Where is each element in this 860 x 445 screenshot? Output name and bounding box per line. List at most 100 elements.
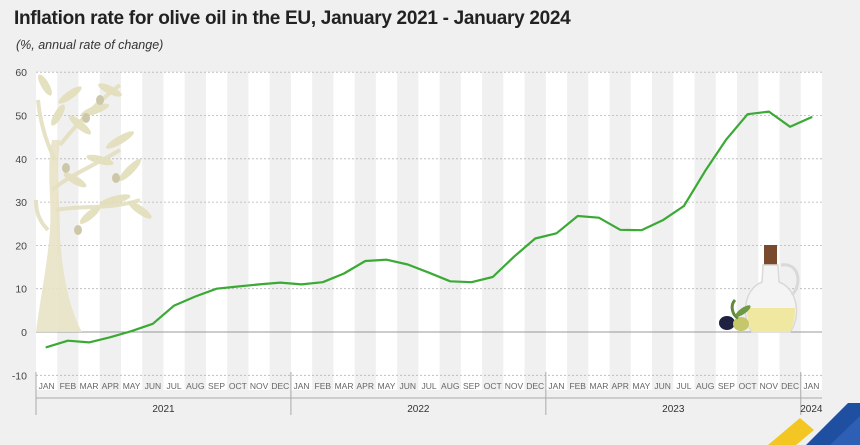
data-point xyxy=(619,229,621,231)
x-tick-label: APR xyxy=(357,381,374,391)
month-band xyxy=(800,72,822,390)
data-point xyxy=(598,216,600,219)
x-tick-label: MAR xyxy=(335,381,354,391)
data-point xyxy=(683,205,685,207)
x-tick-label: DEC xyxy=(526,381,544,391)
y-tick-label: 0 xyxy=(21,327,27,339)
data-point xyxy=(343,272,345,275)
y-tick-label: 20 xyxy=(15,240,27,252)
x-tick-label: MAY xyxy=(123,381,141,391)
data-point xyxy=(534,237,537,240)
x-tick-label: MAY xyxy=(633,381,651,391)
month-band xyxy=(120,72,143,390)
x-tick-label: NOV xyxy=(505,381,524,391)
data-point xyxy=(789,125,791,128)
month-band xyxy=(418,72,440,390)
data-point xyxy=(555,232,558,235)
olive-oil-bottle-illustration xyxy=(719,245,800,333)
y-tick-label: 40 xyxy=(15,154,27,166)
x-tick-label: SEP xyxy=(208,381,225,391)
data-point xyxy=(725,138,728,141)
year-label: 2022 xyxy=(407,404,430,415)
data-point xyxy=(449,280,452,283)
data-point xyxy=(576,215,579,217)
data-point xyxy=(88,341,90,344)
x-tick-label: JAN xyxy=(803,381,819,391)
x-tick-label: AUG xyxy=(441,381,459,391)
x-tick-label: JUL xyxy=(676,381,691,391)
data-point xyxy=(45,346,48,348)
series-layer xyxy=(45,110,813,349)
data-point xyxy=(768,110,770,113)
data-point xyxy=(215,287,218,290)
y-tick-label: -10 xyxy=(12,370,27,382)
x-tick-label: SEP xyxy=(718,381,735,391)
data-point xyxy=(152,322,154,325)
data-point xyxy=(491,276,494,278)
data-point xyxy=(67,339,69,342)
data-point xyxy=(661,219,664,222)
month-band xyxy=(673,72,695,390)
data-point xyxy=(364,260,367,262)
year-label: 2024 xyxy=(800,404,823,415)
month-band xyxy=(715,72,738,390)
chart-title: Inflation rate for olive oil in the EU, … xyxy=(14,8,571,29)
x-tick-label: MAR xyxy=(80,381,99,391)
y-tick-label: 50 xyxy=(15,111,27,123)
y-tick-label: 60 xyxy=(15,67,27,79)
x-tick-label: OCT xyxy=(484,381,502,391)
year-label: 2021 xyxy=(152,404,175,415)
eurostat-corner-logo xyxy=(768,403,860,445)
month-band xyxy=(248,72,270,390)
x-tick-label: JUL xyxy=(421,381,436,391)
data-point xyxy=(746,113,749,116)
x-tick-label: JAN xyxy=(548,381,564,391)
month-band xyxy=(205,72,228,390)
x-tick-label: AUG xyxy=(696,381,714,391)
x-tick-label: NOV xyxy=(760,381,779,391)
data-point xyxy=(513,255,515,258)
data-point xyxy=(109,336,112,338)
x-tick-label: SEP xyxy=(463,381,480,391)
x-tick-label: JUN xyxy=(145,381,162,391)
x-tick-label: DEC xyxy=(271,381,289,391)
gridlines xyxy=(35,71,822,415)
month-band xyxy=(290,72,313,390)
data-point xyxy=(321,281,324,284)
olive-tree-illustration xyxy=(34,74,152,332)
x-tick-label: NOV xyxy=(250,381,269,391)
year-label: 2023 xyxy=(662,404,685,415)
x-tick-label: OCT xyxy=(739,381,757,391)
y-tick-label: 10 xyxy=(15,284,27,296)
x-tick-label: JAN xyxy=(39,381,55,391)
data-point xyxy=(704,170,706,172)
x-tick-label: FEB xyxy=(60,381,77,391)
data-point xyxy=(300,283,303,286)
data-point xyxy=(237,285,239,288)
x-tick-label: MAR xyxy=(590,381,609,391)
month-band xyxy=(333,72,355,390)
month-band xyxy=(588,72,610,390)
data-point xyxy=(279,281,282,284)
x-tick-label: JUN xyxy=(399,381,416,391)
month-band xyxy=(375,72,398,390)
month-band xyxy=(545,72,568,390)
data-point xyxy=(810,116,813,119)
month-band xyxy=(163,72,185,390)
x-tick-label: JUN xyxy=(654,381,671,391)
data-point xyxy=(173,304,175,307)
x-tick-label: JAN xyxy=(294,381,310,391)
x-tick-label: APR xyxy=(102,381,119,391)
data-point xyxy=(194,295,197,298)
x-tick-label: APR xyxy=(611,381,628,391)
data-point xyxy=(470,281,473,284)
chart-subtitle: (%, annual rate of change) xyxy=(16,38,164,52)
month-bands xyxy=(36,72,822,390)
y-tick-label: 30 xyxy=(15,197,27,209)
data-point xyxy=(428,271,430,274)
x-tick-label: JUL xyxy=(167,381,182,391)
month-band xyxy=(78,72,100,390)
data-point xyxy=(640,229,643,232)
